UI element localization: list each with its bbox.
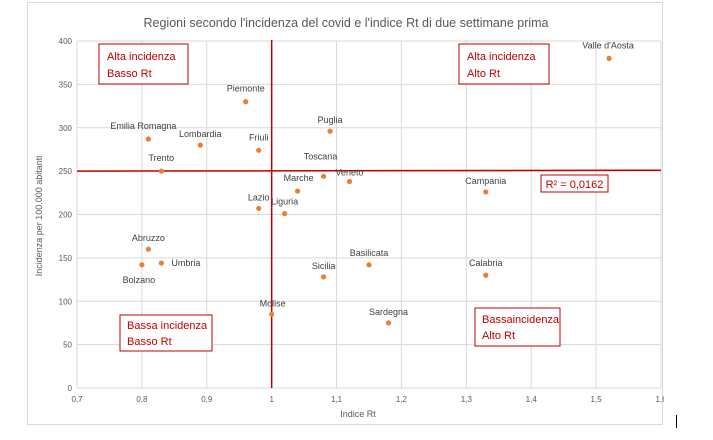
x-tick-label: 1,1	[331, 395, 343, 404]
x-tick-label: 1,5	[591, 395, 603, 404]
data-point	[269, 311, 275, 317]
point-label: Valle d'Aosta	[582, 40, 634, 50]
point-label: Emilia Romagna	[110, 121, 176, 131]
data-point	[606, 55, 612, 61]
x-tick-label: 1,6	[655, 395, 664, 404]
scatter-chart: Regioni secondo l'incidenza del covid e …	[34, 16, 664, 419]
point-label: Toscana	[304, 151, 338, 161]
data-point	[320, 173, 327, 179]
quadrant-text-line1: Alta incidenza	[107, 51, 176, 63]
quadrant-text-line1: Alta incidenza	[467, 51, 536, 63]
y-tick-label: 250	[59, 167, 73, 176]
x-tick-label: 1,3	[461, 395, 473, 404]
data-point	[346, 178, 353, 185]
data-point	[483, 272, 489, 278]
quadrant-box-high-low: Alta incidenza Basso Rt	[98, 43, 189, 85]
tick-labels: 0,7 0,8 0,9 1 1,1 1,2 1,3 1,4 1,5 1,6 0 50 100 150 200…	[59, 37, 664, 404]
data-point	[366, 262, 372, 268]
chart-frame: Regioni secondo l'incidenza del covid e …	[27, 2, 664, 425]
x-tick-label: 0,7	[71, 395, 83, 404]
data-point	[327, 128, 333, 134]
point-label: Marche	[284, 173, 314, 183]
y-tick-label: 150	[59, 254, 73, 263]
point-label: Friuli	[249, 132, 269, 142]
data-points	[139, 55, 612, 326]
quadrant-text-line1: Bassa incidenza	[127, 320, 208, 332]
quadrant-text-line2: Basso Rt	[127, 336, 172, 348]
y-tick-label: 50	[63, 341, 72, 350]
y-tick-label: 400	[59, 37, 73, 46]
point-label: Puglia	[318, 115, 343, 125]
data-point	[158, 260, 164, 266]
x-axis-label: Indice Rt	[340, 409, 376, 419]
point-label: Umbria	[171, 258, 200, 268]
data-point	[256, 205, 262, 212]
text-cursor	[676, 415, 677, 428]
quadrant-text-line2: Alto Rt	[467, 68, 500, 80]
point-labels: Valle d'Aosta Piemonte Puglia Emilia Romagn…	[110, 40, 634, 317]
point-label: Sardegna	[369, 307, 408, 317]
r-squared-label: R² = 0,0162	[546, 179, 604, 191]
point-label: Campania	[465, 176, 506, 186]
data-point	[158, 168, 164, 174]
point-label: Veneto	[336, 168, 364, 178]
x-tick-label: 1,4	[526, 395, 538, 404]
quadrant-box-low-low: Bassa incidenza Basso Rt	[119, 314, 213, 352]
quadrant-box-low-high: Bassaincidenza Alto Rt	[474, 307, 561, 347]
point-label: Liguria	[271, 197, 298, 207]
y-tick-label: 0	[68, 384, 73, 393]
r-squared-box: R² = 0,0162	[540, 174, 609, 193]
point-label: Bolzano	[123, 275, 156, 285]
y-tick-label: 300	[59, 124, 73, 133]
data-point	[282, 211, 288, 217]
data-point	[145, 246, 151, 252]
data-point	[320, 274, 327, 280]
point-label: Piemonte	[227, 84, 265, 94]
point-label: Lombardia	[179, 129, 222, 139]
point-label: Sicilia	[312, 261, 336, 271]
y-tick-label: 200	[59, 211, 73, 220]
data-point	[139, 262, 145, 268]
point-label: Molise	[260, 298, 286, 308]
x-tick-label: 1,2	[396, 395, 408, 404]
horizontal-reference-line	[76, 169, 662, 172]
point-label: Abruzzo	[132, 233, 165, 243]
data-point	[197, 142, 203, 148]
quadrant-text-line1: Bassaincidenza	[482, 314, 560, 326]
x-tick-label: 1	[269, 395, 274, 404]
point-label: Trento	[149, 153, 175, 163]
data-point	[256, 147, 262, 153]
data-point	[145, 136, 151, 142]
y-tick-label: 350	[59, 80, 73, 89]
quadrant-text-line2: Alto Rt	[482, 330, 515, 342]
quadrant-text-line2: Basso Rt	[107, 68, 152, 80]
y-axis-label: Incidenza per 100.000 abitanti	[34, 156, 44, 277]
point-label: Calabria	[469, 258, 503, 268]
x-tick-label: 0,9	[201, 395, 213, 404]
y-tick-label: 100	[59, 297, 73, 306]
data-point	[295, 188, 301, 194]
data-point	[385, 320, 392, 326]
reference-lines	[76, 40, 662, 388]
chart-title: Regioni secondo l'incidenza del covid e …	[144, 16, 549, 30]
point-label: Basilicata	[350, 248, 389, 258]
point-label: Lazio	[248, 192, 270, 202]
data-point	[243, 99, 249, 105]
x-tick-label: 0,8	[136, 395, 148, 404]
quadrant-box-high-high: Alta incidenza Alto Rt	[458, 43, 550, 85]
data-point	[483, 189, 489, 195]
